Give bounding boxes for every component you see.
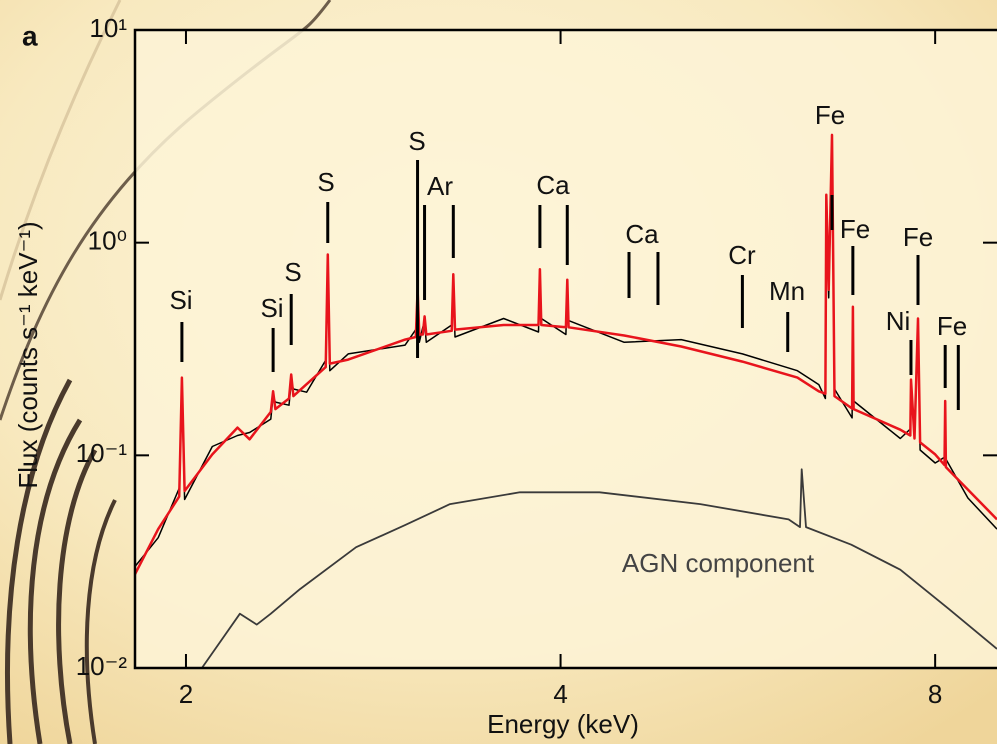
- annotation: Fe: [903, 222, 933, 252]
- annotation: S: [408, 126, 425, 156]
- y-tick-label: 10⁰: [88, 226, 127, 256]
- plot-area: [135, 30, 997, 668]
- series-line: [133, 133, 997, 575]
- x-tick-label: 4: [553, 679, 567, 709]
- annotation: Fe: [937, 311, 967, 341]
- annotation: S: [284, 257, 301, 287]
- series-label: AGN component: [622, 548, 815, 578]
- annotation: Mn: [769, 276, 805, 306]
- annotation: Si: [169, 285, 192, 315]
- panel-label: a: [22, 20, 38, 51]
- x-tick-label: 8: [928, 679, 942, 709]
- annotation: Ca: [536, 170, 570, 200]
- y-tick-label: 10¹: [89, 13, 127, 43]
- x-tick-label: 2: [179, 679, 193, 709]
- annotation: Ca: [625, 219, 659, 249]
- x-axis-label: Energy (keV): [487, 709, 639, 739]
- decoration: [0, 0, 122, 301]
- annotation: Si: [260, 293, 283, 323]
- annotation: Cr: [728, 240, 756, 270]
- annotation: S: [317, 167, 334, 197]
- axis-frame: [133, 28, 997, 670]
- y-tick-label: 10⁻²: [76, 651, 128, 681]
- y-axis-label: Flux (counts s⁻¹ keV⁻¹): [13, 221, 43, 488]
- annotation: Fe: [840, 214, 870, 244]
- y-tick-label: 10⁻¹: [76, 438, 128, 468]
- series-line: [201, 468, 997, 669]
- decoration: [0, 0, 332, 744]
- annotation: Ni: [886, 306, 911, 336]
- annotation: Fe: [815, 100, 845, 130]
- annotation: Ar: [427, 171, 453, 201]
